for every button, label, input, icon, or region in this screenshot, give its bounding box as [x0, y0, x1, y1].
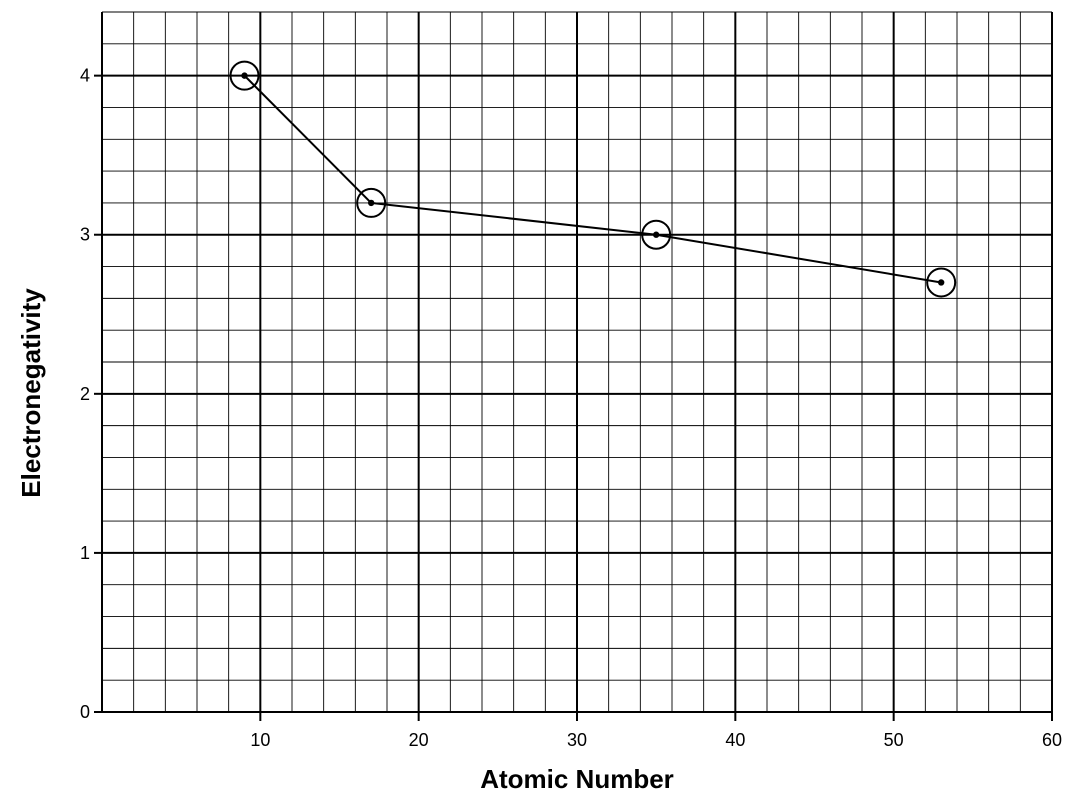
y-tick-label: 1 — [80, 543, 90, 563]
data-point-dot — [241, 72, 248, 79]
y-tick-label: 2 — [80, 384, 90, 404]
data-point-ring — [229, 60, 260, 91]
x-tick-label: 30 — [567, 730, 587, 750]
y-tick-label: 0 — [80, 702, 90, 722]
y-axis-title: Electronegativity — [16, 288, 46, 498]
data-point-dot — [367, 199, 375, 207]
x-tick-label: 60 — [1042, 730, 1062, 750]
x-tick-label: 40 — [725, 730, 745, 750]
major-grid — [102, 12, 1053, 712]
x-tick-labels: 10 20 30 40 50 60 — [250, 730, 1062, 750]
y-tick-labels: 0 1 2 3 4 — [80, 66, 90, 722]
data-point-ring — [356, 187, 387, 218]
y-tick-label: 3 — [80, 225, 90, 245]
x-tick-label: 50 — [884, 730, 904, 750]
data-point-ring — [926, 267, 957, 298]
series-group — [229, 60, 957, 298]
data-point-ring — [641, 219, 672, 250]
series-line — [243, 74, 942, 284]
axes — [94, 12, 1053, 721]
x-tick-label: 10 — [250, 730, 270, 750]
data-point-dot — [937, 279, 945, 286]
x-axis-title: Atomic Number — [480, 764, 674, 794]
y-tick-label: 4 — [80, 66, 90, 86]
x-tick-label: 20 — [409, 730, 429, 750]
data-point-dot — [652, 231, 660, 238]
